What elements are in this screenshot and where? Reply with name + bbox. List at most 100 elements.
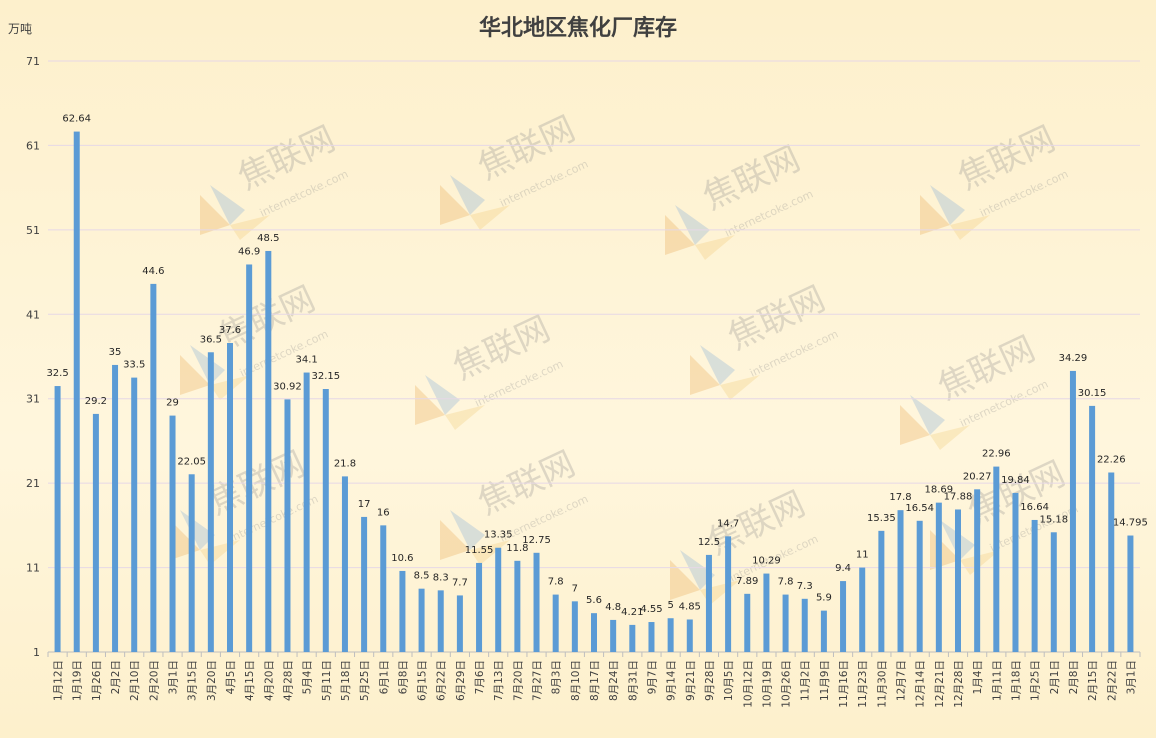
- x-tick-label: 10月5日: [723, 660, 735, 701]
- bar: [897, 510, 904, 652]
- data-label: 8.5: [414, 571, 430, 582]
- data-label: 16.54: [905, 503, 934, 514]
- bar: [265, 250, 272, 652]
- data-label: 22.96: [982, 449, 1011, 460]
- data-label: 32.15: [311, 371, 340, 382]
- y-axis-unit: 万吨: [8, 22, 33, 36]
- data-label: 22.05: [177, 456, 206, 467]
- data-label: 10.6: [391, 553, 413, 564]
- x-tick-label: 12月7日: [896, 660, 908, 701]
- x-tick-label: 1月26日: [91, 660, 103, 701]
- data-label: 10.29: [752, 556, 781, 567]
- bar: [361, 516, 368, 652]
- bar: [92, 413, 99, 652]
- x-tick-label: 7月27日: [532, 660, 544, 701]
- x-tick-label: 8月10日: [570, 660, 582, 701]
- bar: [610, 619, 617, 652]
- data-label: 8.3: [433, 572, 449, 583]
- bar: [667, 618, 674, 652]
- watermark-logo-shape: [690, 355, 720, 395]
- watermark-logo-shape: [450, 510, 485, 550]
- data-label: 7.89: [736, 576, 758, 587]
- watermark-logo-shape: [210, 185, 245, 225]
- bar: [284, 399, 291, 652]
- x-tick-label: 1月12日: [53, 660, 65, 701]
- x-tick-label: 8月3日: [551, 660, 563, 694]
- bar: [476, 562, 483, 652]
- bar: [801, 598, 808, 652]
- y-tick-label: 31: [26, 393, 40, 406]
- x-tick-label: 1月4日: [972, 660, 984, 694]
- x-tick-label: 5月25日: [359, 660, 371, 701]
- x-tick-label: 2月8日: [1068, 660, 1080, 694]
- watermark-logo-shape: [450, 175, 485, 215]
- bar: [591, 613, 597, 652]
- x-tick-label: 4月5日: [225, 660, 237, 694]
- bar: [1108, 472, 1115, 652]
- bar: [380, 525, 387, 652]
- bar: [303, 372, 310, 652]
- watermark-logo-shape: [415, 385, 445, 425]
- x-tick-label: 4月15日: [244, 660, 256, 701]
- x-tick-label: 12月28日: [953, 660, 965, 708]
- data-label: 48.5: [257, 233, 279, 244]
- y-tick-label: 61: [26, 139, 40, 152]
- watermark-logo-shape: [190, 345, 225, 385]
- data-label: 17: [358, 499, 371, 510]
- data-label: 5.9: [816, 593, 832, 604]
- bar: [341, 476, 348, 652]
- chart-title: 华北地区焦化厂库存: [478, 16, 677, 41]
- watermark-logo-shape: [445, 405, 485, 430]
- bar: [916, 520, 923, 652]
- bar: [437, 590, 444, 652]
- watermark-logo-shape: [470, 205, 510, 230]
- x-tick-label: 3月1日: [1125, 660, 1137, 694]
- bar: [935, 502, 942, 652]
- x-tick-label: 2月15日: [1087, 660, 1099, 701]
- data-label: 11: [856, 550, 869, 561]
- bar: [533, 552, 540, 652]
- x-tick-label: 5月18日: [340, 660, 352, 701]
- x-tick-label: 11月2日: [800, 660, 812, 701]
- watermark-logo-shape: [910, 395, 945, 435]
- watermark-logo-shape: [440, 520, 470, 560]
- watermark-logo-shape: [720, 375, 760, 400]
- data-label: 30.15: [1078, 388, 1107, 399]
- data-label: 7.8: [548, 577, 564, 588]
- x-tick-label: 8月17日: [589, 660, 601, 701]
- x-tick-label: 8月31日: [627, 660, 639, 701]
- data-label: 29.2: [85, 396, 107, 407]
- bar: [112, 364, 119, 652]
- bar: [73, 131, 80, 653]
- x-tick-label: 3月1日: [168, 660, 180, 694]
- x-tick-label: 7月13日: [493, 660, 505, 701]
- bar: [495, 547, 502, 652]
- data-label: 16: [377, 507, 390, 518]
- data-label: 13.35: [484, 530, 513, 541]
- data-label: 12.5: [698, 537, 720, 548]
- x-tick-label: 1月18日: [1010, 660, 1022, 701]
- data-label: 36.5: [200, 334, 222, 345]
- data-label: 62.64: [62, 114, 91, 125]
- x-tick-label: 9月14日: [666, 660, 678, 701]
- x-tick-label: 6月29日: [455, 660, 467, 701]
- x-tick-label: 4月28日: [282, 660, 294, 701]
- x-tick-label: 6月22日: [436, 660, 448, 701]
- x-tick-label: 9月28日: [704, 660, 716, 701]
- bar: [552, 594, 559, 652]
- x-tick-label: 11月16日: [838, 660, 850, 708]
- bar: [188, 474, 195, 652]
- data-label: 4.55: [640, 604, 662, 615]
- data-label: 33.5: [123, 360, 145, 371]
- x-tick-label: 2月22日: [1106, 660, 1118, 701]
- x-tick-label: 12月21日: [934, 660, 946, 708]
- watermark-logo-shape: [180, 355, 210, 395]
- x-tick-label: 6月15日: [417, 660, 429, 701]
- x-tick-label: 2月1日: [1049, 660, 1061, 694]
- x-tick-label: 11月9日: [819, 660, 831, 701]
- data-label: 35: [109, 347, 122, 358]
- data-label: 21.8: [334, 458, 356, 469]
- data-label: 34.29: [1059, 353, 1088, 364]
- bar: [1050, 532, 1057, 652]
